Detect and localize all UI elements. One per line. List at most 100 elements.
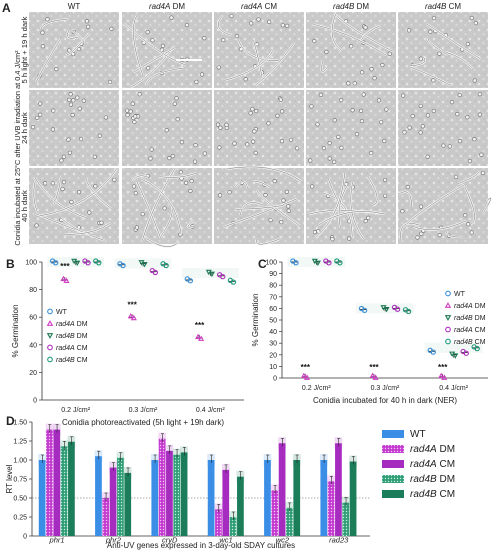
x-tick-label: cryD	[162, 536, 178, 545]
conidium	[330, 237, 335, 242]
legend-label: rad4B CM	[56, 357, 88, 364]
conidium	[130, 101, 135, 106]
bar	[264, 460, 271, 536]
conidium	[38, 112, 43, 117]
conidium	[327, 156, 332, 161]
conidium	[318, 92, 324, 97]
y-tick-label: 0.75	[13, 477, 27, 484]
conidium	[431, 78, 436, 83]
data-point	[63, 277, 70, 283]
conidium	[227, 190, 232, 195]
bar	[166, 450, 173, 536]
conidium	[380, 62, 385, 68]
data-point	[198, 335, 205, 341]
micrograph-background	[306, 90, 396, 166]
y-tick-label: 1.25	[13, 439, 27, 446]
conidium	[169, 15, 174, 20]
y-tick-label: 20	[29, 370, 37, 377]
conidium	[87, 210, 92, 215]
conidium	[336, 134, 341, 139]
legend-swatch	[382, 490, 404, 498]
legend-label-suffix: CM	[75, 345, 88, 352]
conidium	[150, 38, 155, 43]
data-point	[326, 260, 332, 266]
conidium	[428, 29, 433, 34]
column-label-gene: rad4B	[425, 2, 447, 11]
bar	[151, 460, 159, 536]
conidium	[366, 215, 371, 220]
legend-label-gene: rad4B	[56, 357, 75, 364]
conidium	[134, 225, 140, 230]
legend-marker	[47, 356, 53, 363]
data-point	[74, 260, 81, 267]
x-tick-label: 0.2 J/cm²	[302, 385, 331, 392]
conidium	[418, 204, 424, 209]
significance-label: ***	[369, 363, 379, 372]
column-label-suffix: CM	[262, 2, 277, 11]
hypha-edge	[446, 232, 463, 238]
hypha-edge	[218, 17, 231, 36]
conidium	[272, 178, 277, 184]
hypha-edge	[71, 29, 84, 43]
hypha-edge	[323, 192, 353, 237]
data-point	[369, 372, 376, 379]
conidium	[50, 127, 56, 132]
legend-label-gene: rad4A	[454, 303, 473, 310]
conidium	[406, 28, 412, 33]
legend-label-gene: rad4A	[56, 345, 75, 352]
group-band	[424, 342, 483, 353]
conidium	[453, 174, 459, 180]
panel-b-letter: B	[6, 257, 15, 271]
legend-label: rad4A DM	[454, 303, 486, 310]
legend-label-suffix: CM	[473, 339, 486, 346]
conidium	[60, 186, 65, 192]
conidium	[245, 142, 250, 147]
conidium	[278, 97, 283, 102]
conidium	[279, 109, 285, 114]
conidium	[216, 65, 221, 70]
conidium	[132, 119, 137, 125]
x-tick-label: wc2	[276, 536, 290, 545]
legend-marker	[445, 326, 451, 333]
conidium	[250, 107, 255, 112]
conidium	[128, 109, 133, 114]
conidium	[401, 93, 406, 98]
hypha-edge	[234, 181, 248, 188]
legend-label-gene: rad4B	[56, 333, 75, 340]
bar	[207, 460, 215, 536]
y-tick-label: 80	[29, 287, 37, 294]
conidium	[382, 177, 388, 183]
conidium	[54, 67, 59, 72]
conidium	[217, 145, 222, 150]
legend-label: rad4B DM	[454, 315, 486, 322]
hypha-edge	[255, 43, 294, 86]
panel-a-letter: A	[2, 1, 11, 15]
row-label: 24 h dark	[20, 112, 29, 144]
hypha-edge	[445, 51, 473, 69]
micrograph-background	[398, 12, 488, 88]
conidium	[61, 180, 67, 185]
conidium	[425, 154, 430, 159]
conidium	[418, 56, 423, 61]
conidium	[480, 170, 486, 176]
data-point	[372, 374, 379, 380]
conidium	[224, 122, 229, 127]
hypha-edge	[457, 171, 479, 185]
data-point	[163, 262, 169, 269]
conidium	[415, 235, 420, 240]
legend-label: rad4B DM	[410, 474, 455, 485]
column-label: rad4A CM	[241, 2, 277, 11]
conidium	[473, 21, 478, 26]
bar	[349, 461, 357, 536]
y-tick-label: 10	[269, 364, 277, 371]
hypha-edge	[255, 238, 281, 245]
hypha-edge	[133, 47, 176, 73]
conidium	[254, 108, 259, 114]
bar-error-shade	[263, 454, 272, 466]
conidium	[218, 125, 223, 130]
conidium	[84, 19, 90, 24]
bar	[117, 457, 124, 536]
conidium	[188, 188, 193, 194]
conidium	[202, 35, 207, 41]
micrograph-background	[29, 90, 119, 166]
